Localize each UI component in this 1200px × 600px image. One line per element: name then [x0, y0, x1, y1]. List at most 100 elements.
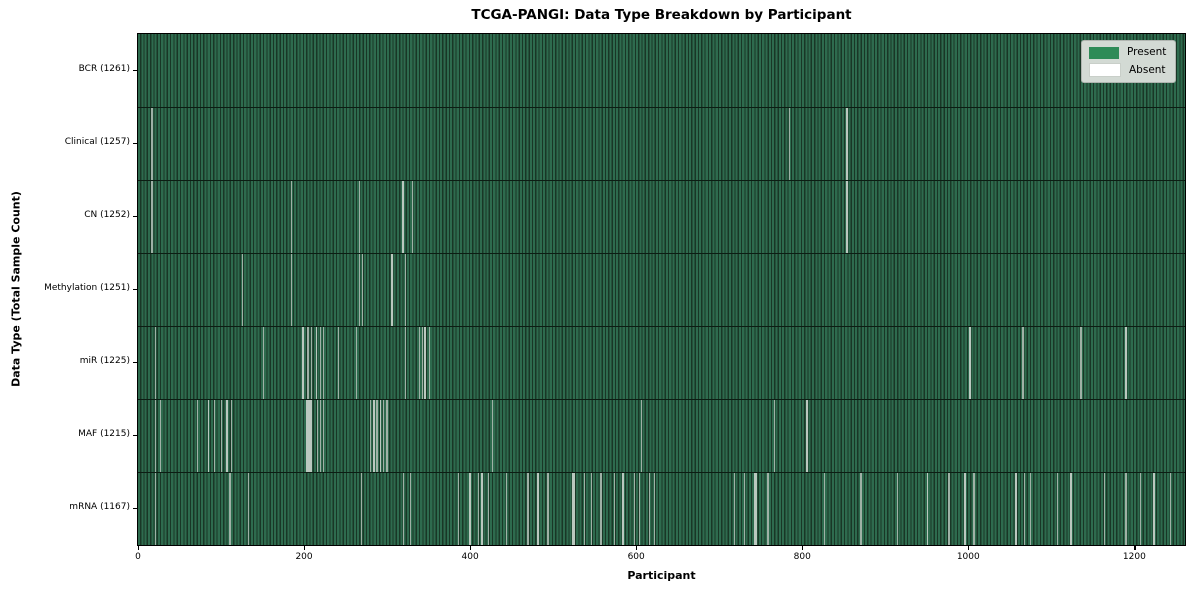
absent-line [151, 108, 153, 180]
absent-line [1014, 473, 1018, 545]
x-tick-label: 0 [135, 552, 141, 562]
absent-line [1029, 473, 1032, 545]
absent-line [572, 473, 575, 545]
x-tick-mark [470, 546, 472, 550]
absent-line [362, 254, 364, 326]
absent-line [948, 473, 950, 545]
absent-line [421, 327, 424, 399]
x-tick-label: 600 [627, 552, 645, 562]
y-tick-mark [133, 434, 137, 436]
row-divider [138, 180, 1185, 181]
absent-line [418, 327, 420, 399]
absent-line [424, 327, 427, 399]
absent-line [338, 327, 340, 399]
absent-line [537, 473, 540, 545]
absent-line [290, 254, 293, 326]
absent-line [154, 400, 156, 472]
absent-line [1140, 473, 1142, 545]
plot-area [137, 33, 1186, 546]
x-tick-label: 800 [793, 552, 811, 562]
absent-line [409, 473, 411, 545]
absent-line [355, 327, 357, 399]
absent-line [159, 400, 161, 472]
absent-line [638, 473, 640, 545]
absent-line [302, 327, 305, 399]
x-tick-mark [968, 546, 970, 550]
absent-line [613, 473, 616, 545]
row-mrna [138, 472, 1185, 545]
absent-line [207, 400, 210, 472]
row-maf [138, 399, 1185, 472]
absent-line [305, 400, 313, 472]
absent-line [1057, 473, 1059, 545]
absent-line [969, 327, 971, 399]
legend: Present Absent [1081, 40, 1177, 83]
row-bcr [138, 34, 1185, 107]
absent-line [633, 473, 635, 545]
absent-line [846, 108, 848, 180]
absent-line [600, 473, 602, 545]
absent-line [527, 473, 529, 545]
y-tick-mark [133, 288, 137, 290]
y-tick-label: BCR (1261) [78, 64, 130, 74]
x-tick-label: 1000 [956, 552, 980, 562]
absent-line [376, 400, 378, 472]
legend-item-absent: Absent [1089, 63, 1166, 77]
absent-line [1022, 327, 1024, 399]
absent-line [1125, 473, 1127, 545]
absent-line [1080, 327, 1082, 399]
absent-line [788, 108, 791, 180]
absent-line [411, 181, 414, 253]
absent-line [402, 181, 404, 253]
absent-line [315, 327, 318, 399]
y-tick-mark [133, 142, 137, 144]
absent-line [310, 327, 312, 399]
absent-line [386, 400, 388, 472]
absent-line [1170, 473, 1172, 545]
y-tick-mark [133, 69, 137, 71]
legend-label-absent: Absent [1129, 63, 1166, 76]
x-tick-mark [304, 546, 306, 550]
absent-line [1103, 473, 1105, 545]
y-tick-label: miR (1225) [79, 356, 130, 366]
absent-line [241, 254, 244, 326]
absent-line [154, 473, 156, 545]
absent-line [290, 181, 293, 253]
y-tick-mark [133, 507, 137, 509]
absent-line [323, 400, 325, 472]
row-divider [138, 326, 1185, 327]
absent-line [323, 327, 325, 399]
absent-line [196, 400, 199, 472]
absent-line [247, 473, 249, 545]
absent-line [319, 327, 322, 399]
y-tick-label: mRNA (1167) [69, 502, 130, 512]
absent-line [641, 400, 643, 472]
y-tick-label: Methylation (1251) [44, 283, 130, 293]
absent-line [457, 473, 459, 545]
absent-line [307, 327, 309, 399]
x-axis-label: Participant [627, 569, 696, 582]
absent-line [622, 473, 624, 545]
y-tick-mark [133, 215, 137, 217]
x-tick-label: 200 [295, 552, 313, 562]
row-mir [138, 326, 1185, 399]
absent-line [491, 400, 493, 472]
row-clinical [138, 107, 1185, 180]
absent-line [964, 473, 966, 545]
absent-line [806, 400, 809, 472]
x-tick-mark [802, 546, 804, 550]
row-divider [138, 399, 1185, 400]
absent-line [774, 400, 776, 472]
absent-line [360, 473, 362, 545]
absent-line [226, 400, 228, 472]
absent-line [230, 400, 233, 472]
absent-line [1070, 473, 1073, 545]
y-tick-mark [133, 361, 137, 363]
absent-line [846, 181, 848, 253]
x-tick-mark [138, 546, 140, 550]
absent-line [428, 327, 430, 399]
absent-line [358, 254, 361, 326]
x-tick-label: 400 [461, 552, 479, 562]
absent-line [487, 473, 489, 545]
